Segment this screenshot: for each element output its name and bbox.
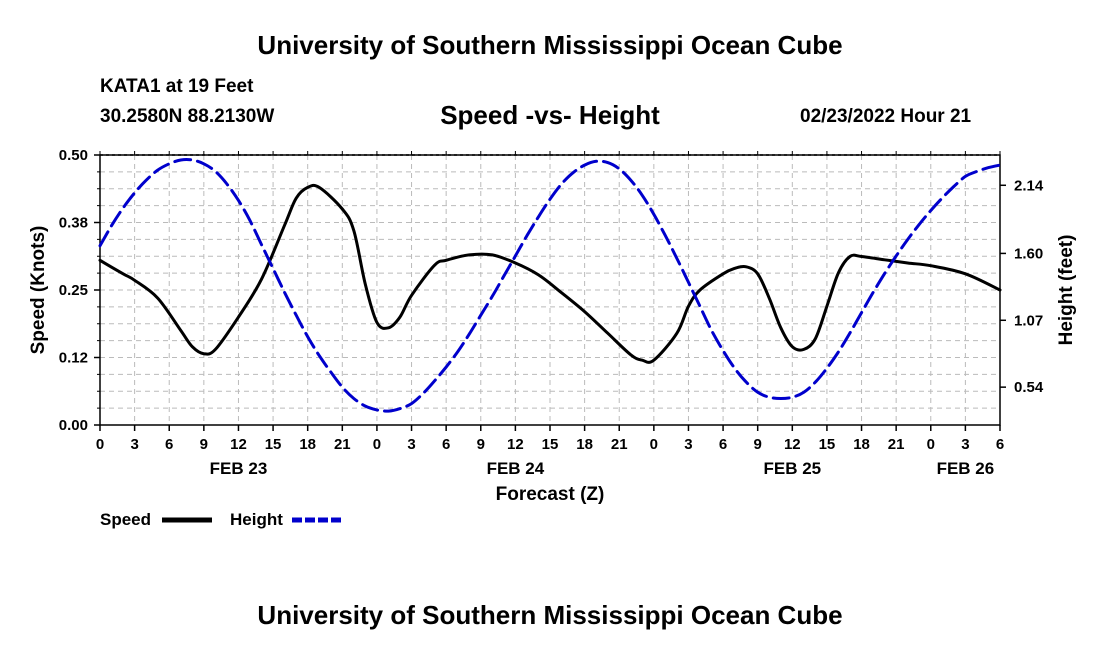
x-tick-label: 3 bbox=[407, 436, 415, 453]
footer-title: University of Southern Mississippi Ocean… bbox=[257, 600, 843, 630]
x-tick-label: 15 bbox=[265, 436, 282, 453]
x-tick-label: 0 bbox=[373, 436, 381, 453]
x-tick-label: 3 bbox=[684, 436, 692, 453]
x-tick-label: 3 bbox=[130, 436, 138, 453]
date-label: FEB 26 bbox=[937, 459, 995, 478]
legend: Speed Height bbox=[100, 510, 342, 529]
x-tick-label: 6 bbox=[996, 436, 1004, 453]
y2-axis-title: Height (feet) bbox=[1056, 235, 1077, 346]
chart-title: Speed -vs- Height bbox=[440, 100, 660, 130]
x-tick-label: 21 bbox=[334, 436, 351, 453]
legend-height-label: Height bbox=[230, 510, 283, 529]
x-tick-label: 12 bbox=[784, 436, 801, 453]
y-tick-label: 0.38 bbox=[59, 215, 88, 232]
y-tick-label: 0.12 bbox=[59, 350, 88, 367]
x-tick-label: 21 bbox=[888, 436, 905, 453]
series-lines bbox=[98, 158, 1002, 413]
x-axis-title: Forecast (Z) bbox=[496, 484, 605, 505]
x-tick-label: 3 bbox=[961, 436, 969, 453]
y2-tick-label: 2.14 bbox=[1014, 177, 1044, 194]
y-tick-label: 0.00 bbox=[59, 417, 88, 434]
x-tick-label: 12 bbox=[507, 436, 524, 453]
date-label: FEB 24 bbox=[487, 459, 545, 478]
forecast-timestamp: 02/23/2022 Hour 21 bbox=[800, 106, 972, 127]
x-tick-label: 6 bbox=[165, 436, 173, 453]
x-tick-label: 0 bbox=[927, 436, 935, 453]
grid-lines bbox=[100, 155, 1000, 425]
x-tick-label: 15 bbox=[819, 436, 836, 453]
x-tick-label: 9 bbox=[200, 436, 208, 453]
x-tick-label: 6 bbox=[442, 436, 450, 453]
station-label: KATA1 at 19 Feet bbox=[100, 76, 254, 97]
x-tick-label: 18 bbox=[576, 436, 593, 453]
y2-tick-label: 1.07 bbox=[1014, 312, 1043, 329]
x-tick-label: 9 bbox=[477, 436, 485, 453]
x-tick-label: 0 bbox=[96, 436, 104, 453]
x-tick-label: 12 bbox=[230, 436, 247, 453]
y-tick-label: 0.25 bbox=[59, 282, 88, 299]
x-tick-label: 18 bbox=[853, 436, 870, 453]
y-tick-label: 0.50 bbox=[59, 147, 88, 164]
y2-tick-label: 0.54 bbox=[1014, 379, 1044, 396]
station-coordinates: 30.2580N 88.2130W bbox=[100, 106, 275, 127]
x-tick-label: 0 bbox=[650, 436, 658, 453]
x-tick-label: 6 bbox=[719, 436, 727, 453]
date-label: FEB 23 bbox=[210, 459, 268, 478]
tick-labels: 0.00 0.12 0.25 0.38 0.50 0.54 1.07 1.60 2.14 0 3 6 9… bbox=[59, 147, 1044, 478]
x-tick-label: 18 bbox=[299, 436, 316, 453]
y-axis-title: Speed (Knots) bbox=[28, 226, 49, 355]
x-tick-label: 9 bbox=[754, 436, 762, 453]
page-title: University of Southern Mississippi Ocean… bbox=[257, 30, 843, 60]
height-series-line bbox=[98, 158, 1002, 413]
y2-tick-label: 1.60 bbox=[1014, 245, 1043, 262]
x-tick-label: 15 bbox=[542, 436, 559, 453]
speed-series-line bbox=[98, 183, 1002, 364]
x-tick-label: 21 bbox=[611, 436, 628, 453]
date-label: FEB 25 bbox=[763, 459, 821, 478]
legend-speed-label: Speed bbox=[100, 510, 151, 529]
